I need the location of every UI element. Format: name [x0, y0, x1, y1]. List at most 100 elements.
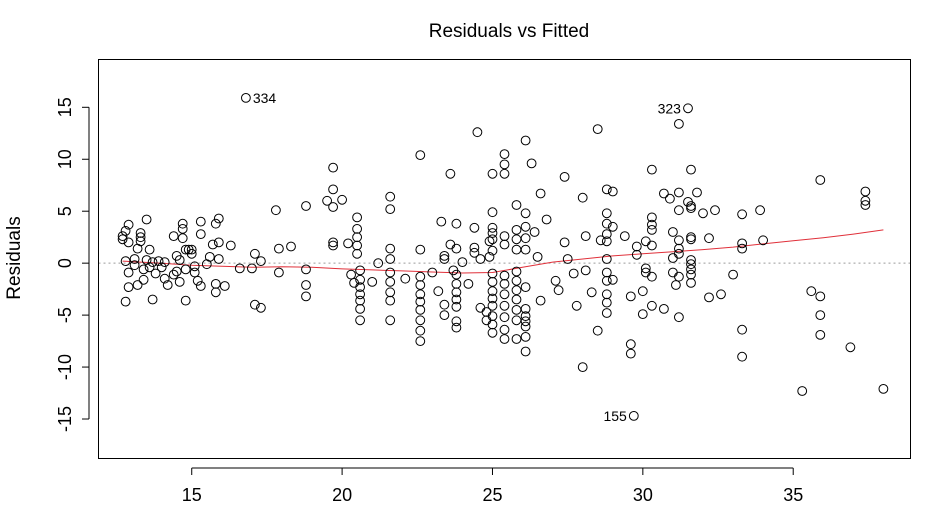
residual-point	[415, 336, 426, 347]
residual-point	[213, 237, 224, 248]
residual-point	[451, 316, 462, 327]
residual-point	[439, 251, 450, 261]
residual-point	[147, 257, 158, 268]
residual-point	[343, 238, 354, 249]
residual-point	[177, 218, 188, 229]
residual-point	[286, 241, 296, 252]
outlier-label: 334	[253, 90, 277, 106]
residual-point	[415, 296, 426, 307]
residual-point	[186, 244, 197, 255]
residual-point	[559, 237, 570, 248]
residual-point	[487, 228, 498, 238]
residual-point	[180, 264, 191, 275]
y-tick-label: 5	[55, 206, 75, 216]
residual-point	[601, 229, 612, 240]
residual-point	[250, 248, 260, 259]
residual-point	[601, 267, 612, 278]
residual-point	[728, 269, 738, 280]
x-tick-label: 35	[783, 485, 803, 505]
residual-point	[247, 263, 257, 274]
residual-point	[144, 244, 155, 255]
residual-point	[439, 254, 450, 264]
residual-point	[520, 135, 531, 146]
residual-point	[487, 168, 498, 179]
residual-point	[535, 188, 546, 199]
residual-point	[123, 282, 134, 293]
residual-point	[674, 271, 684, 282]
outlier-label: 323	[658, 100, 682, 116]
residual-point	[520, 221, 531, 232]
smoother-line	[122, 229, 884, 274]
residual-point	[601, 275, 612, 286]
residual-point	[487, 293, 498, 304]
residual-point	[135, 228, 146, 238]
residual-point	[451, 294, 462, 305]
residual-point	[511, 285, 522, 296]
residual-point	[845, 342, 856, 353]
residual-point	[580, 265, 591, 276]
residual-point	[177, 224, 188, 234]
residual-point	[686, 278, 696, 288]
residual-point	[189, 267, 200, 278]
residual-point	[328, 184, 339, 195]
residual-point	[117, 231, 128, 242]
residual-point	[815, 291, 826, 302]
residual-point	[135, 236, 146, 247]
residual-point	[373, 258, 384, 269]
residual-point	[686, 234, 696, 245]
residual-point	[415, 280, 426, 290]
residual-point	[301, 201, 311, 211]
residual-point	[592, 325, 603, 336]
residual-point	[451, 301, 462, 312]
residual-point	[487, 327, 498, 338]
residual-point	[625, 339, 636, 350]
residual-point	[586, 287, 597, 298]
residual-point	[674, 119, 684, 129]
residual-point	[511, 225, 522, 235]
residual-point	[499, 168, 510, 179]
residual-point	[553, 285, 564, 296]
residual-point	[352, 232, 363, 243]
residual-points	[117, 93, 889, 421]
residual-point	[665, 193, 675, 204]
residual-point	[683, 103, 693, 114]
residual-point	[475, 254, 486, 264]
residual-point	[499, 239, 510, 250]
residual-point	[451, 218, 462, 229]
residual-point	[686, 203, 696, 214]
residual-point	[484, 252, 495, 262]
residual-point	[153, 256, 164, 267]
residual-point	[520, 321, 531, 332]
residual-point	[346, 269, 357, 280]
residual-point	[120, 226, 131, 236]
residual-point	[674, 243, 684, 254]
residual-point	[520, 244, 531, 255]
y-tick-label: -5	[55, 307, 75, 323]
residual-point	[878, 384, 889, 394]
residual-point	[355, 274, 366, 285]
residual-point	[469, 242, 480, 253]
residual-point	[213, 213, 224, 224]
residual-point	[674, 312, 684, 323]
residual-point	[385, 287, 396, 298]
residual-point	[520, 208, 531, 219]
residual-point	[637, 286, 648, 297]
residual-point	[322, 195, 333, 206]
residual-point	[150, 268, 161, 279]
x-tick-label: 25	[482, 485, 502, 505]
residual-point	[445, 239, 456, 250]
residual-point	[686, 264, 696, 275]
residual-point	[511, 305, 522, 315]
residual-point	[256, 256, 266, 267]
residual-point	[607, 274, 618, 285]
residual-point	[568, 268, 579, 279]
residual-point	[668, 253, 678, 263]
residual-point	[637, 309, 648, 320]
residual-point	[671, 280, 681, 290]
residual-point	[631, 249, 642, 260]
residual-point	[168, 231, 179, 242]
residual-point	[601, 254, 612, 264]
residual-point	[659, 188, 669, 199]
residual-point	[737, 324, 747, 335]
